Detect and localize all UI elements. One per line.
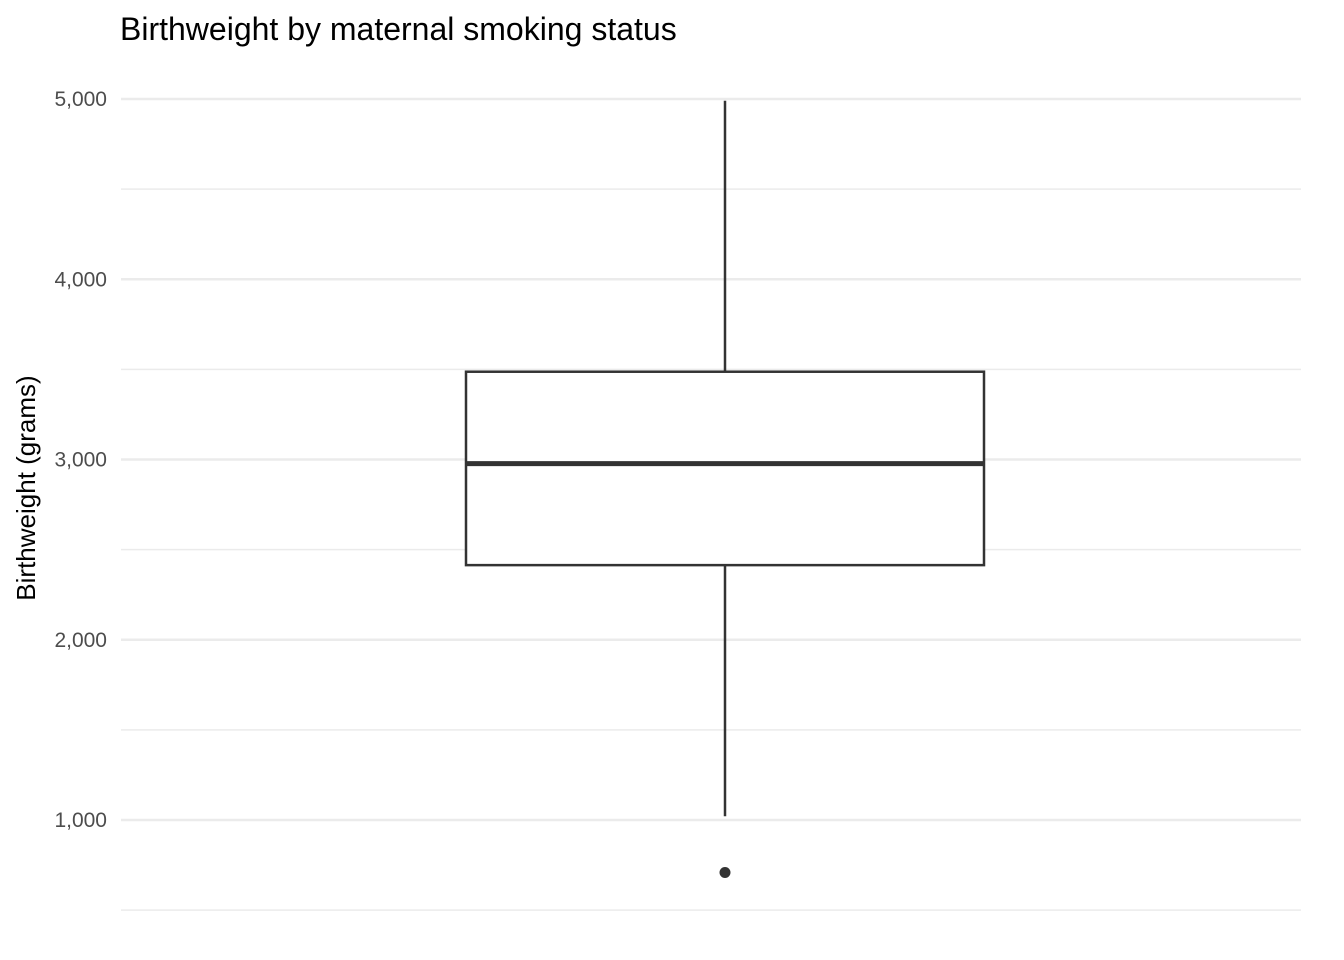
y-axis-title: Birthweight (grams) [11,375,41,600]
y-tick-label: 5,000 [54,88,107,111]
chart-title: Birthweight by maternal smoking status [120,11,677,47]
box-iqr [464,370,986,567]
y-tick-label: 1,000 [54,809,107,832]
y-tick-label: 4,000 [54,268,107,291]
box-layer [464,100,986,878]
y-tick-label: 2,000 [54,629,107,652]
y-tick-label: 3,000 [54,449,107,472]
grid-layer [121,97,1301,911]
y-tick-labels: 1,000 2,000 3,000 4,000 5,000 [54,88,107,832]
outlier-point [719,866,731,878]
